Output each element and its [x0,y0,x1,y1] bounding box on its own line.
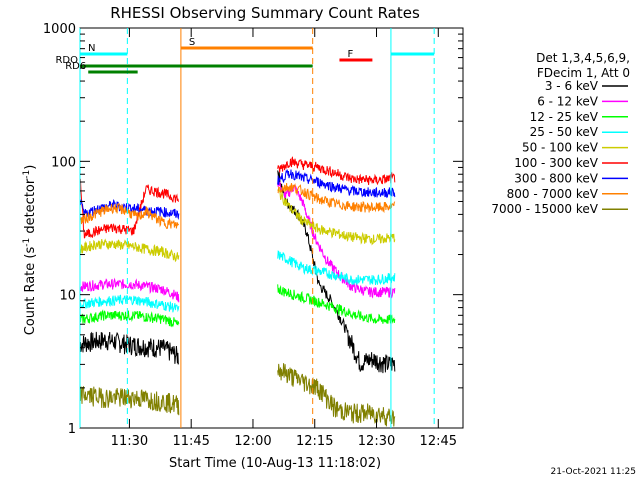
legend-header-line-1: Det 1,3,4,5,6,9, [536,51,630,65]
x-tick-label: 12:15 [296,434,333,449]
legend-label-1: 6 - 12 keV [537,94,599,108]
series-layer [79,156,396,427]
band-label-0: N [88,43,95,54]
legend-label-4: 50 - 100 keV [522,141,599,155]
plot-frame [79,27,464,429]
legend-label-0: 3 - 6 keV [545,79,599,93]
legend-label-6: 300 - 800 keV [514,171,598,185]
x-tick-label: 11:45 [172,434,209,449]
legend-label-7: 800 - 7000 keV [507,187,599,201]
x-tick-label: 12:45 [420,434,457,449]
band-label-4: RDO [55,55,78,66]
generated-timestamp: 21-Oct-2021 11:25 [551,467,636,477]
legend-label-5: 100 - 300 keV [514,156,598,170]
axis-ticks: 11:30 11:45 12:00 12:15 12:30 12:45 1 10 100 1000 [43,22,463,449]
series-line-5 [79,156,396,239]
x-tick-label: 12:30 [358,434,395,449]
legend-label-8: 7000 - 15000 keV [491,202,598,216]
y-tick-label: 1000 [43,22,76,37]
series-line-8 [79,363,396,427]
series-line-4 [79,187,396,263]
band-label-5: RD6 [65,61,86,72]
chart-title: RHESSI Observing Summary Count Rates [110,4,420,22]
legend-header-line-2: FDecim 1, Att 0 [537,66,630,80]
band-label-2: S [189,37,195,48]
series-line-3 [79,250,396,313]
plot-area [79,27,464,429]
x-tick-label: 12:00 [234,434,271,449]
legend-label-3: 25 - 50 keV [530,125,599,139]
x-axis-label: Start Time (10-Aug-13 11:18:02) [169,456,381,471]
legend-label-2: 12 - 25 keV [530,110,599,124]
y-axis-label: Count Rate (s-1 detector-1) [22,165,38,336]
series-line-2 [79,284,396,328]
y-tick-label: 10 [59,289,76,304]
y-tick-label: 100 [51,155,76,170]
x-tick-label: 11:30 [111,434,148,449]
band-label-3: F [347,49,353,60]
series-line-7 [79,182,396,229]
y-tick-label: 1 [68,422,76,437]
legend: Det 1,3,4,5,6,9, FDecim 1, Att 0 3 - 6 k… [491,51,630,216]
